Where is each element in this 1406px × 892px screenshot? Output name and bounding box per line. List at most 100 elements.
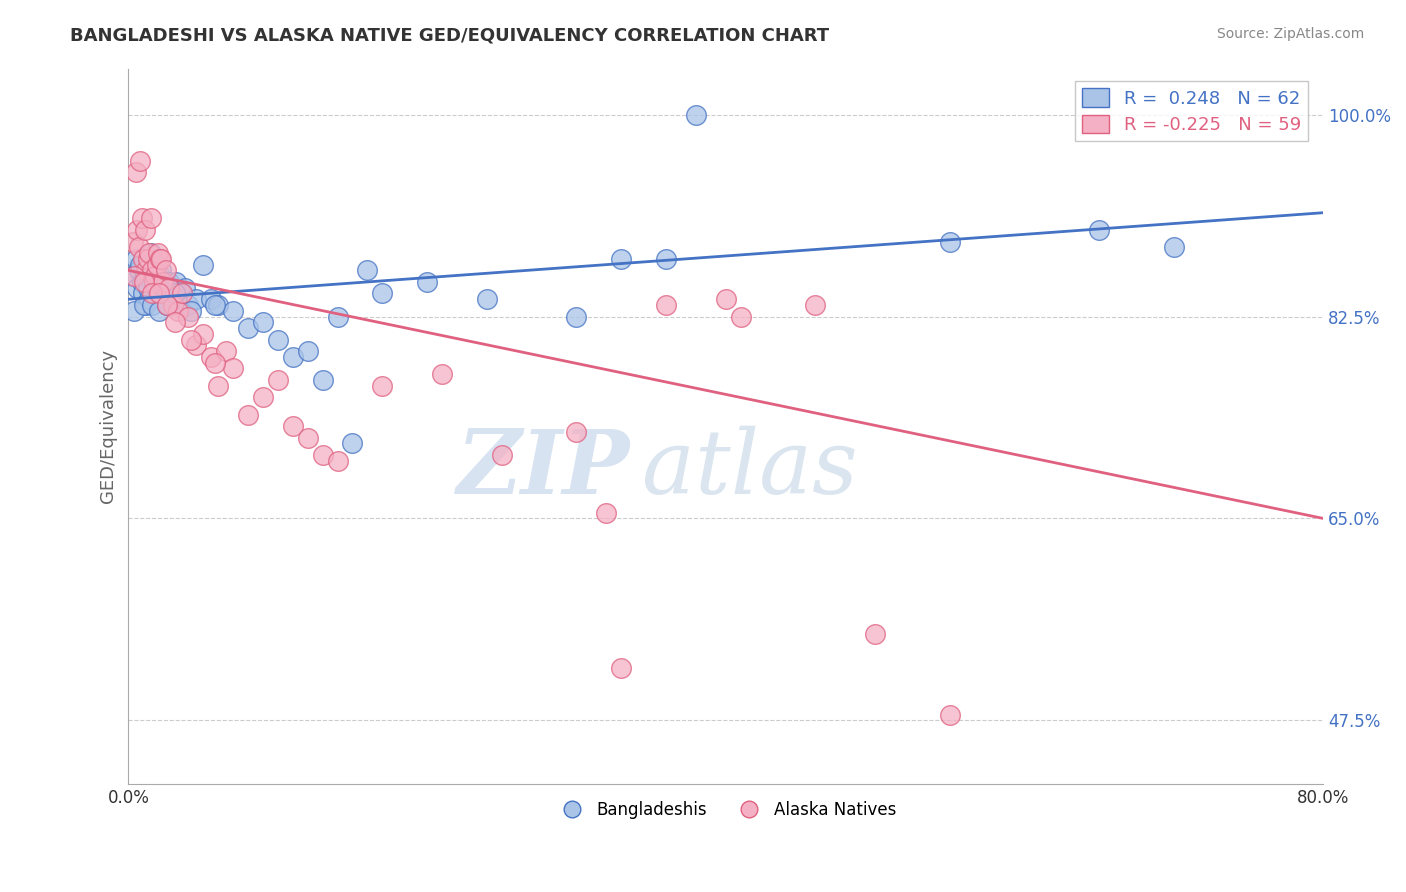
Point	[371, 286, 394, 301]
Point	[252, 315, 274, 329]
Point	[655, 298, 678, 312]
Point	[155, 298, 177, 312]
Point	[127, 281, 149, 295]
Point	[804, 298, 827, 312]
Point	[139, 211, 162, 226]
Point	[172, 286, 194, 301]
Point	[139, 246, 162, 260]
Point	[939, 707, 962, 722]
Point	[236, 408, 259, 422]
Point	[166, 303, 188, 318]
Point	[125, 252, 148, 266]
Point	[311, 448, 333, 462]
Point	[163, 286, 186, 301]
Point	[129, 258, 152, 272]
Point	[135, 298, 157, 312]
Point	[148, 286, 170, 301]
Point	[180, 303, 202, 318]
Point	[191, 258, 214, 272]
Point	[136, 281, 159, 295]
Point	[207, 298, 229, 312]
Point	[138, 292, 160, 306]
Point	[152, 275, 174, 289]
Point	[162, 292, 184, 306]
Point	[146, 258, 169, 272]
Point	[141, 298, 163, 312]
Point	[136, 252, 159, 266]
Point	[236, 321, 259, 335]
Point	[297, 344, 319, 359]
Point	[143, 269, 166, 284]
Y-axis label: GED/Equivalency: GED/Equivalency	[100, 349, 117, 503]
Point	[565, 425, 588, 439]
Point	[131, 211, 153, 226]
Point	[475, 292, 498, 306]
Point	[124, 269, 146, 284]
Point	[142, 275, 165, 289]
Point	[153, 292, 176, 306]
Point	[730, 310, 752, 324]
Point	[297, 431, 319, 445]
Point	[125, 165, 148, 179]
Point	[141, 263, 163, 277]
Point	[222, 361, 245, 376]
Point	[127, 223, 149, 237]
Point	[685, 108, 707, 122]
Point	[356, 263, 378, 277]
Point	[326, 454, 349, 468]
Point	[267, 373, 290, 387]
Text: Source: ZipAtlas.com: Source: ZipAtlas.com	[1216, 27, 1364, 41]
Point	[174, 281, 197, 295]
Point	[184, 292, 207, 306]
Point	[150, 252, 173, 266]
Point	[214, 344, 236, 359]
Point	[149, 252, 172, 266]
Point	[1088, 223, 1111, 237]
Point	[204, 298, 226, 312]
Point	[565, 310, 588, 324]
Point	[150, 263, 173, 277]
Point	[1163, 240, 1185, 254]
Point	[134, 223, 156, 237]
Point	[134, 269, 156, 284]
Point	[157, 281, 180, 295]
Point	[207, 378, 229, 392]
Point	[863, 627, 886, 641]
Point	[267, 333, 290, 347]
Point	[132, 286, 155, 301]
Text: ZIP: ZIP	[457, 425, 630, 512]
Point	[491, 448, 513, 462]
Point	[610, 252, 633, 266]
Point	[128, 263, 150, 277]
Point	[156, 286, 179, 301]
Point	[610, 661, 633, 675]
Point	[152, 281, 174, 295]
Point	[939, 235, 962, 249]
Point	[141, 263, 163, 277]
Text: atlas: atlas	[643, 425, 858, 513]
Point	[148, 286, 170, 301]
Point	[222, 303, 245, 318]
Point	[430, 368, 453, 382]
Point	[148, 246, 170, 260]
Point	[143, 258, 166, 272]
Point	[131, 275, 153, 289]
Point	[200, 292, 222, 306]
Point	[159, 298, 181, 312]
Point	[134, 298, 156, 312]
Point	[180, 333, 202, 347]
Legend: Bangladeshis, Alaska Natives: Bangladeshis, Alaska Natives	[548, 794, 903, 825]
Point	[311, 373, 333, 387]
Point	[416, 275, 439, 289]
Point	[191, 326, 214, 341]
Point	[252, 390, 274, 404]
Point	[165, 275, 187, 289]
Point	[342, 436, 364, 450]
Point	[124, 303, 146, 318]
Point	[146, 281, 169, 295]
Point	[132, 252, 155, 266]
Point	[135, 263, 157, 277]
Point	[177, 298, 200, 312]
Point	[148, 303, 170, 318]
Point	[162, 298, 184, 312]
